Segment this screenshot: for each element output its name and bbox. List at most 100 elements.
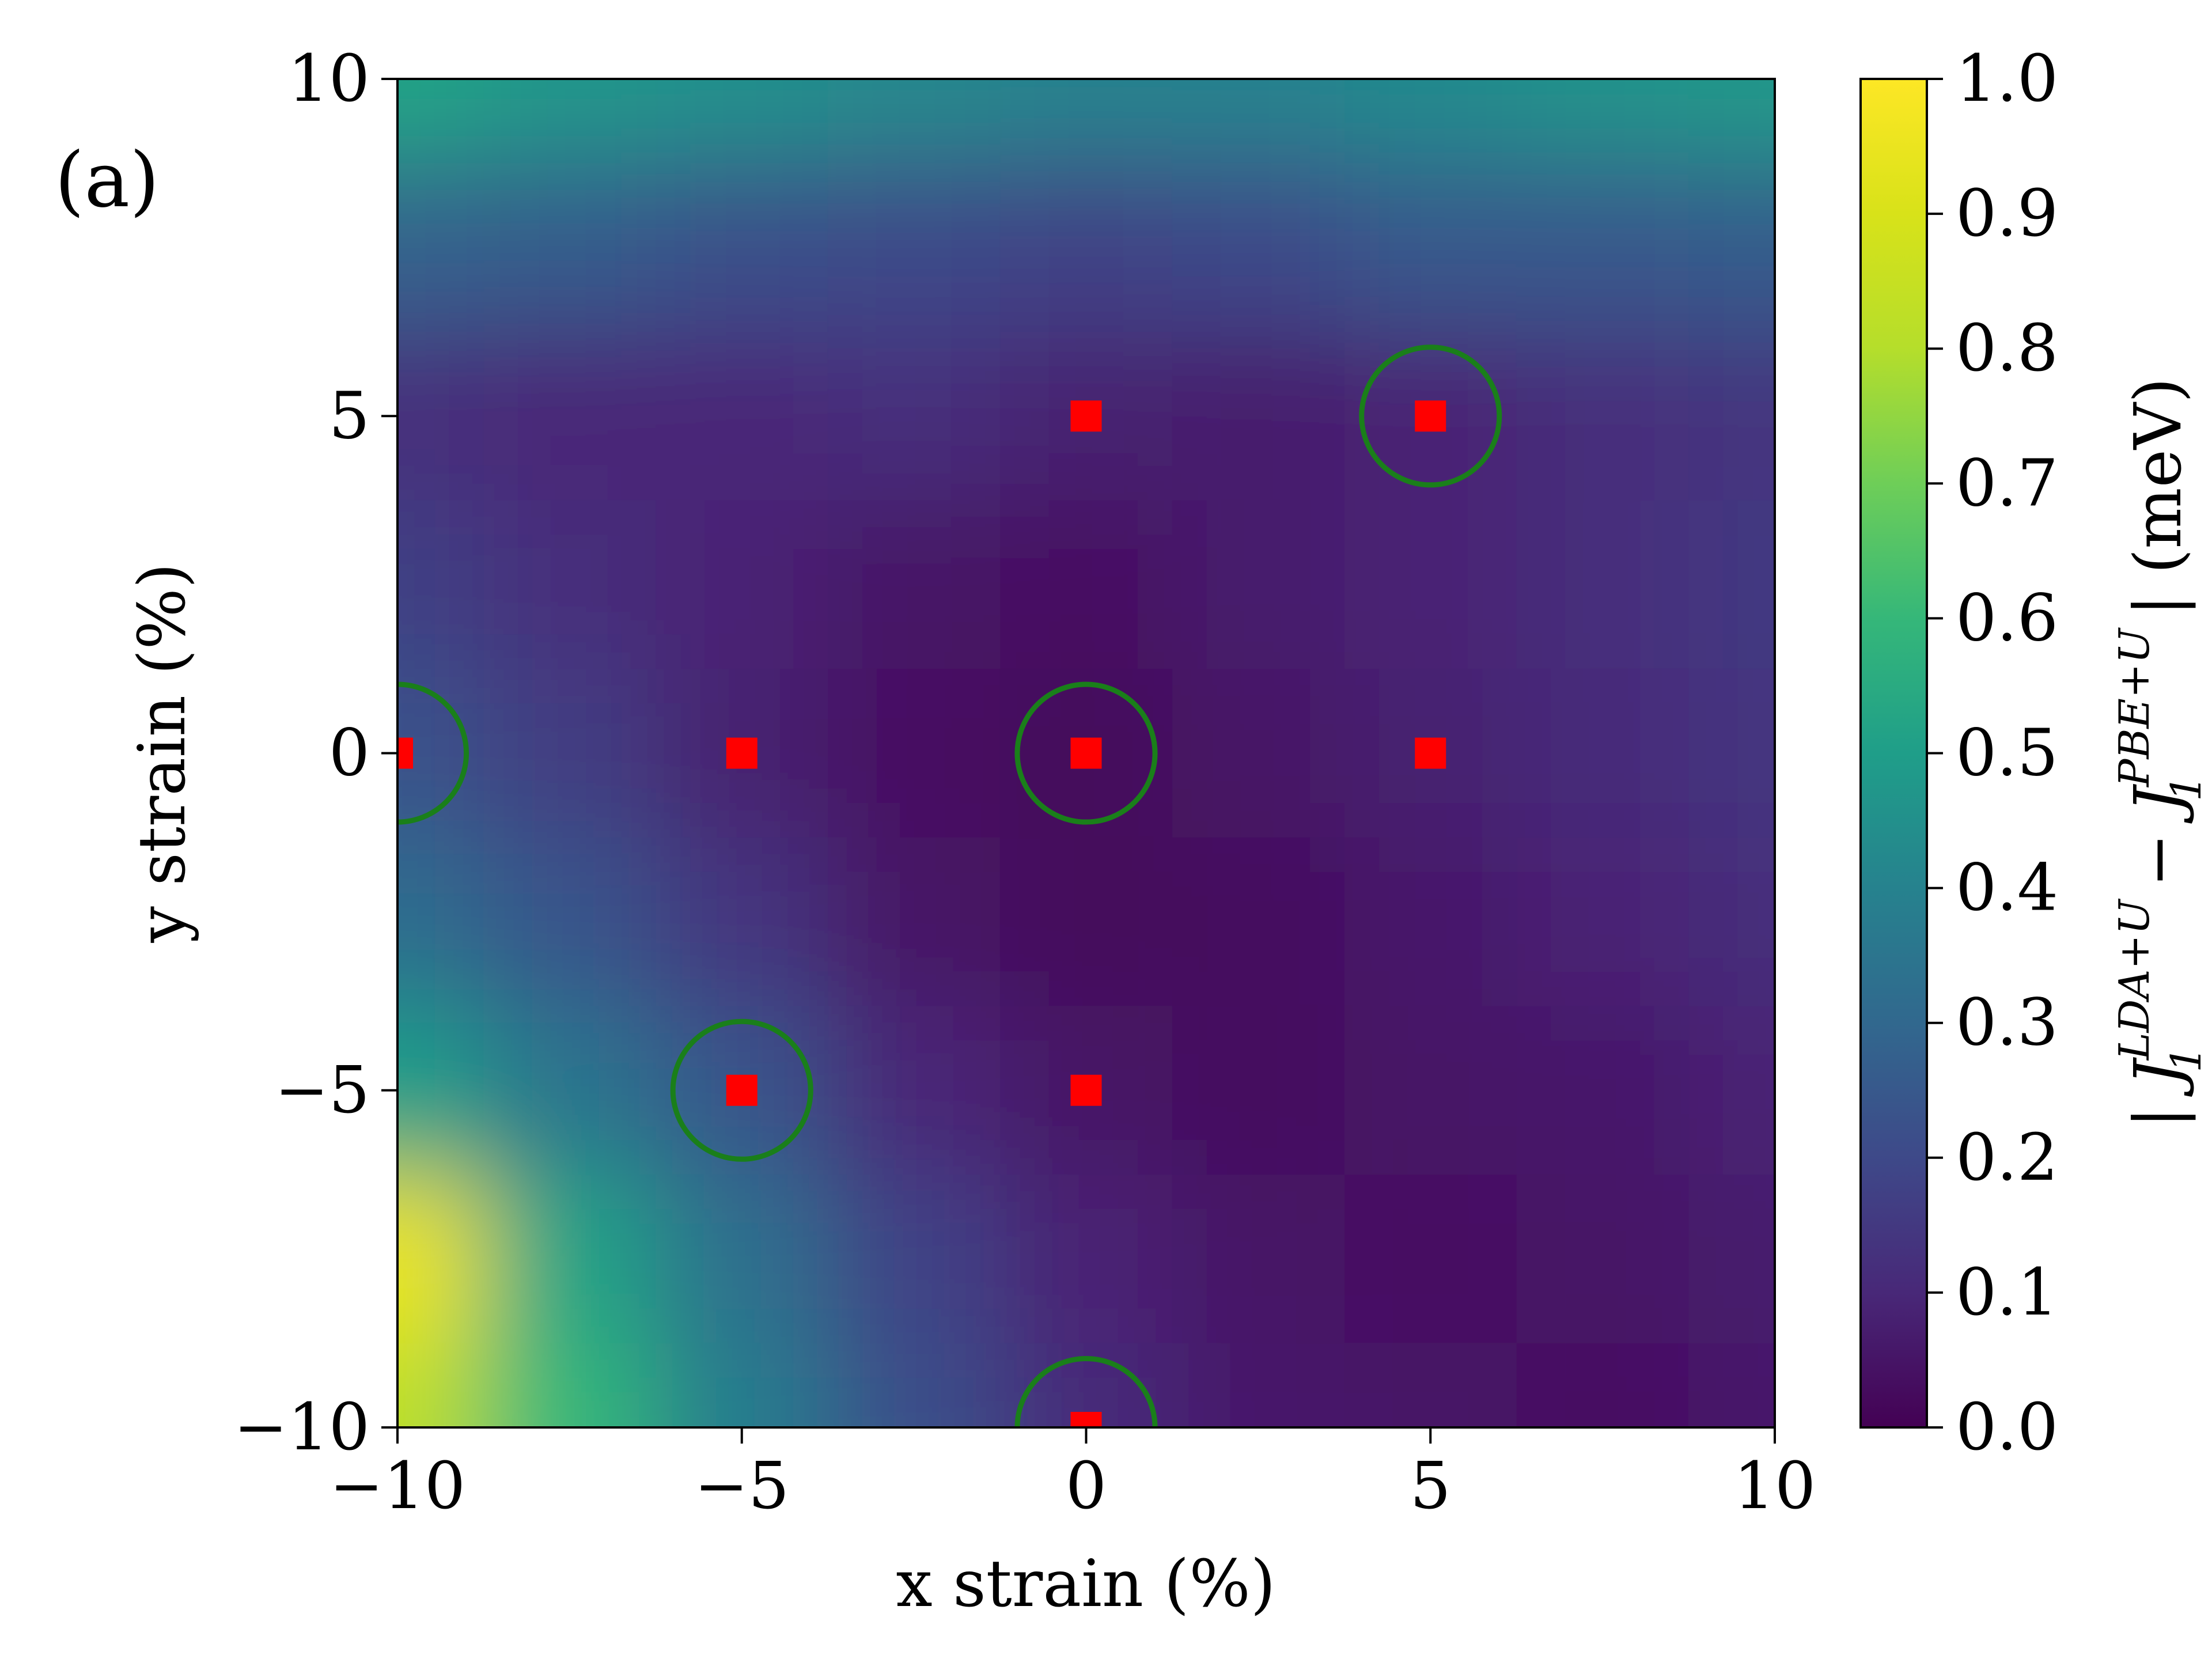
y-tick-label: 0 — [329, 716, 370, 791]
colorbar-ticks: 0.0 0.1 0.2 0.3 0.4 0.5 0.6 0.7 0.8 0.9 1.0 — [1927, 41, 2058, 1465]
heatmap-cell — [1000, 837, 1173, 1007]
heatmap-cell — [1172, 163, 1345, 332]
colorbar-label-sub1: 1 — [2162, 1046, 2210, 1073]
heatmap-cell — [656, 1175, 829, 1344]
heatmap-cell — [1000, 163, 1173, 332]
square-marker — [1415, 400, 1446, 432]
heatmap-cell — [1516, 79, 1690, 164]
colorbar-label-prefix: | J — [2121, 1056, 2196, 1128]
square-marker — [726, 737, 757, 769]
heatmap-cell — [656, 500, 829, 670]
plot-area — [397, 79, 1775, 1427]
square-marker — [1070, 1074, 1102, 1106]
heatmap-cell — [397, 837, 484, 1007]
heatmap-cell — [1172, 1006, 1345, 1176]
circle-marker — [670, 1018, 813, 1162]
colorbar-tick-label: 0.0 — [1956, 1390, 2058, 1465]
heatmap-cell — [656, 331, 829, 501]
heatmap-cell — [397, 163, 484, 332]
heatmap-cell — [1000, 79, 1173, 164]
heatmap-cell — [483, 1175, 657, 1344]
heatmap-cell — [656, 837, 829, 1007]
heatmap-cell — [828, 669, 1001, 838]
heatmap-cell — [828, 331, 1001, 501]
heatmap-cell — [483, 1343, 657, 1427]
square-marker — [1070, 737, 1102, 769]
square-marker — [1415, 737, 1446, 769]
colorbar-label-sub2: 1 — [2162, 775, 2210, 801]
heatmap-cell — [483, 331, 657, 501]
heatmap-cell — [828, 1175, 1001, 1344]
square-marker — [1070, 400, 1102, 432]
y-tick-label: −5 — [275, 1053, 370, 1128]
heatmap-cell — [656, 1343, 829, 1427]
heatmap-cell — [828, 163, 1001, 332]
colorbar-tick-label: 1.0 — [1956, 41, 2058, 116]
colorbar-tick-label: 0.2 — [1956, 1120, 2058, 1195]
colorbar-label-suffix: | (meV) — [2121, 378, 2196, 637]
heatmap-cell — [483, 1006, 657, 1176]
panel-label: (a) — [55, 136, 160, 225]
x-tick-label: 0 — [1066, 1449, 1107, 1524]
heatmap-cell — [1172, 837, 1345, 1007]
colorbar-tick-label: 0.9 — [1956, 176, 2058, 251]
colorbar-tick-label: 0.1 — [1956, 1255, 2058, 1330]
heatmap-cells — [397, 79, 1775, 1427]
heatmap-cell — [1516, 500, 1690, 670]
circle-marker — [1014, 681, 1158, 825]
heatmap-cell — [1688, 1006, 1775, 1176]
heatmap-cell — [483, 79, 657, 164]
heatmap-cell — [1172, 669, 1345, 838]
heatmap-cell — [1344, 79, 1517, 164]
colorbar: 0.0 0.1 0.2 0.3 0.4 0.5 0.6 0.7 0.8 0.9 1.0 | JLDA… — [1859, 41, 2210, 1465]
heatmap-cell — [1516, 1175, 1690, 1344]
heatmap-cell — [483, 669, 657, 838]
x-tick-label: 10 — [1734, 1449, 1816, 1524]
heatmap-cell — [1172, 1175, 1345, 1344]
heatmap-cell — [1516, 163, 1690, 332]
heatmap-cell — [1688, 163, 1775, 332]
heatmap-cell — [1688, 500, 1775, 670]
heatmap-cell — [1172, 500, 1345, 670]
heatmap-cell — [1344, 1175, 1517, 1344]
y-tick-label: −10 — [234, 1390, 370, 1465]
heatmap-cell — [397, 1343, 484, 1427]
colorbar-label-minus: − J — [2121, 783, 2196, 908]
heatmap-cell — [1172, 1343, 1345, 1427]
heatmap-cell — [1344, 163, 1517, 332]
heatmap-cell — [397, 79, 484, 164]
x-tick-label: −5 — [694, 1449, 789, 1524]
colorbar-tick-label: 0.5 — [1956, 716, 2058, 791]
circle-marker — [1359, 344, 1502, 488]
heatmap-cell — [1688, 1343, 1775, 1427]
square-markers — [397, 400, 1446, 1427]
heatmap-cell — [656, 163, 829, 332]
square-marker — [397, 737, 413, 769]
colorbar-tick-label: 0.7 — [1956, 446, 2058, 521]
x-axis-label: x strain (%) — [896, 1547, 1276, 1622]
heatmap-cell — [828, 837, 1001, 1007]
heatmap-cell — [397, 331, 484, 501]
heatmap-cell — [1344, 1006, 1517, 1176]
heatmap-cell — [1688, 669, 1775, 838]
x-tick-label: 5 — [1410, 1449, 1451, 1524]
y-axis-ticks: −10 −5 0 5 10 — [234, 41, 397, 1465]
x-tick-label: −10 — [329, 1449, 465, 1524]
heatmap-cell — [1516, 1006, 1690, 1176]
heatmap-cell — [1688, 1175, 1775, 1344]
square-marker — [726, 1074, 757, 1106]
y-axis-label: y strain (%) — [125, 563, 200, 943]
heatmap-cell — [483, 837, 657, 1007]
colorbar-label-sup1: LDA+U — [2110, 898, 2158, 1061]
heatmap-cell — [397, 500, 484, 670]
colorbar-label: | JLDA+U1 − JPBE+U1 | (meV) — [2110, 378, 2210, 1128]
heatmap-cell — [828, 500, 1001, 670]
colorbar-tick-label: 0.6 — [1956, 581, 2058, 656]
heatmap-cell — [1516, 331, 1690, 501]
square-marker — [1070, 1412, 1102, 1427]
heatmap-cell — [483, 163, 657, 332]
colorbar-gradient — [1859, 78, 1928, 1429]
heatmap-cell — [1172, 79, 1345, 164]
heatmap-cell — [1344, 1343, 1517, 1427]
